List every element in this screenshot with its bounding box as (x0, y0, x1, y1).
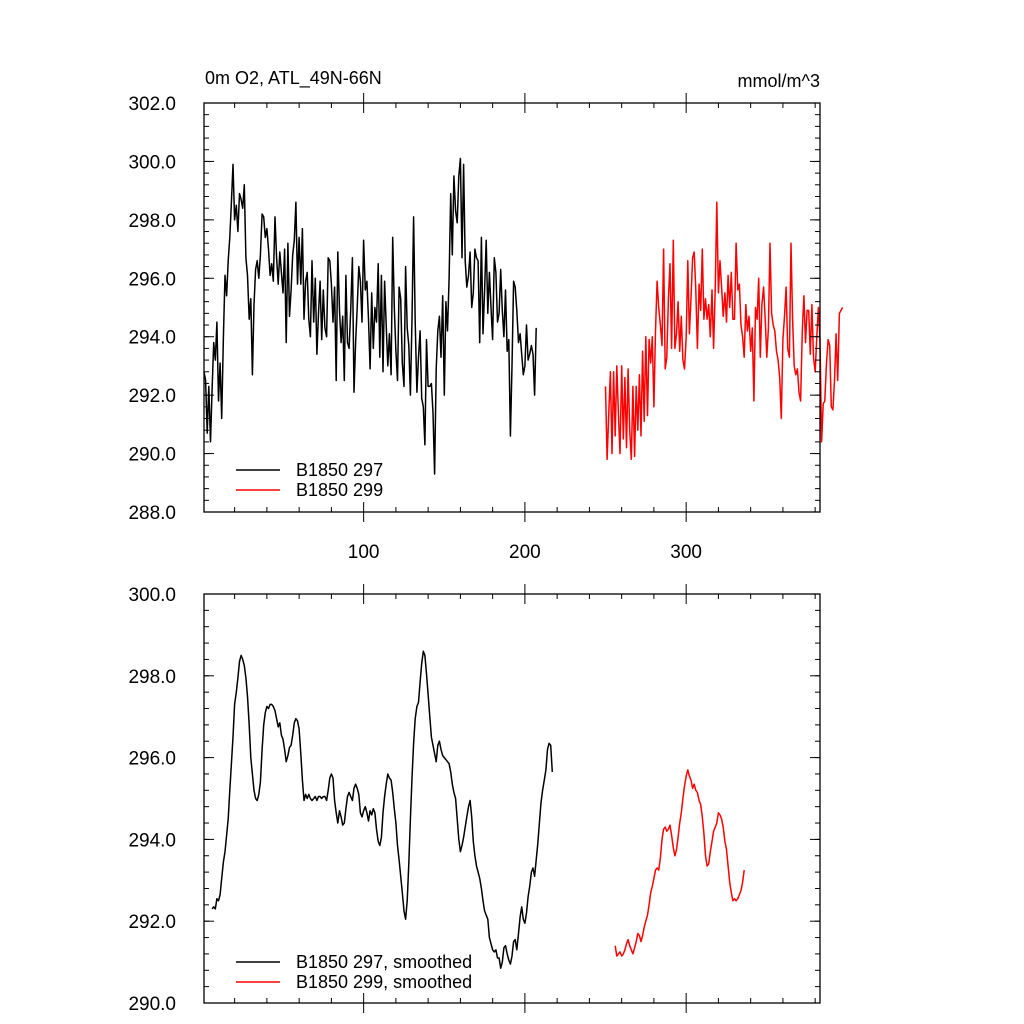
series-line-1 (211, 650, 554, 969)
y-tick-label: 290.0 (128, 994, 176, 1015)
y-tick-label: 302.0 (128, 94, 176, 115)
x-tick-label: 200 (509, 542, 541, 563)
y-tick-label: 296.0 (128, 269, 176, 290)
legend-label-1: B1850 297, smoothed (296, 952, 472, 972)
y-tick-label: 290.0 (128, 445, 176, 466)
y-tick-label: 300.0 (128, 152, 176, 173)
plot-frame (203, 102, 821, 513)
series-line-1 (203, 157, 537, 475)
y-tick-label: 292.0 (128, 386, 176, 407)
x-tick-label: 300 (670, 542, 702, 563)
y-tick-label: 298.0 (128, 667, 176, 688)
series-line-2 (614, 769, 745, 957)
legend-label-1: B1850 297 (296, 460, 383, 480)
legend-label-2: B1850 299 (296, 480, 383, 500)
y-tick-label: 292.0 (128, 912, 176, 933)
units-label: mmol/m^3 (738, 71, 820, 91)
y-tick-label: 300.0 (128, 585, 176, 606)
y-tick-label: 294.0 (128, 830, 176, 851)
bottom-panel: 290.0 292.0 294.0 296.0 298.0 300.0 B1850 297… (128, 584, 821, 1015)
series-line-2 (604, 201, 844, 461)
y-tick-label: 298.0 (128, 211, 176, 232)
chart-title: 0m O2, ATL_49N-66N (205, 68, 382, 89)
top-panel: 0m O2, ATL_49N-66N mmol/m^3 288.0 290.0 29… (128, 68, 844, 563)
x-tick-label: 100 (348, 542, 380, 563)
y-tick-label: 288.0 (128, 503, 176, 524)
y-tick-label: 296.0 (128, 749, 176, 770)
y-tick-label: 294.0 (128, 328, 176, 349)
plot-frame (203, 593, 821, 1004)
legend-label-2: B1850 299, smoothed (296, 972, 472, 992)
